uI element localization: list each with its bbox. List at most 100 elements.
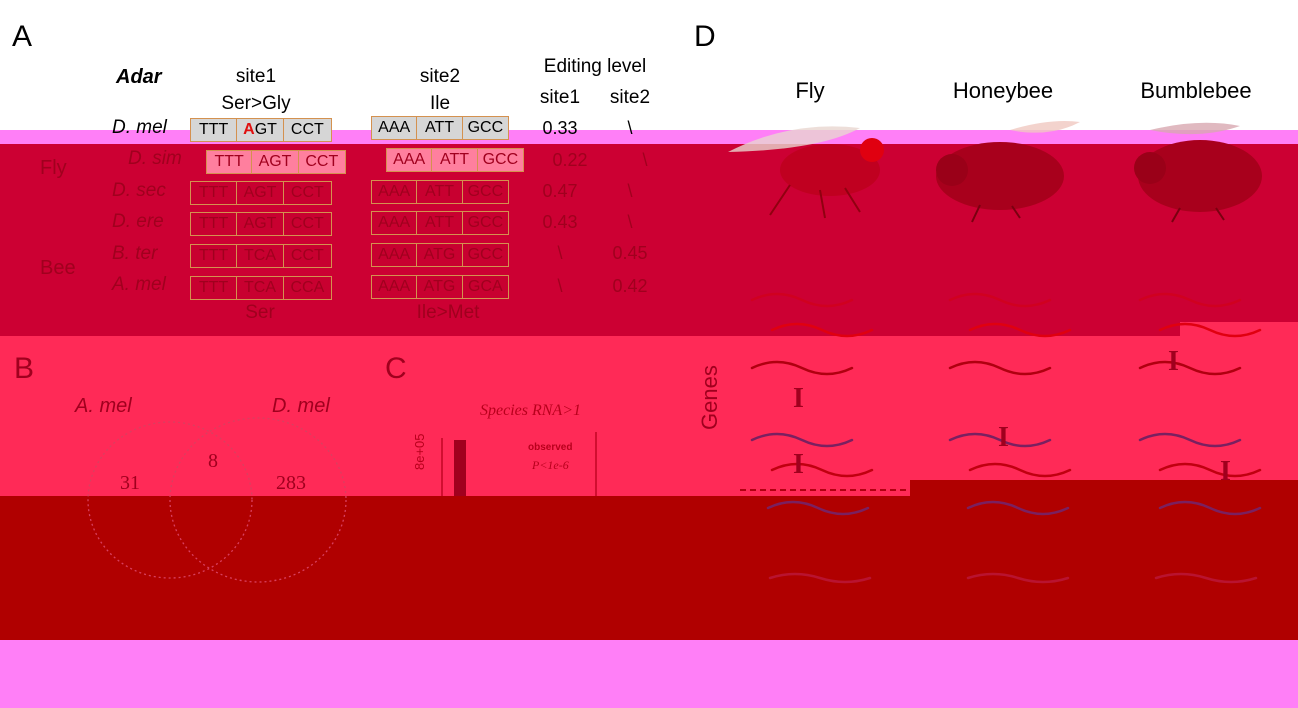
site2-footer: Ile>Met — [416, 302, 480, 323]
edit-marker-fly-1: I — [793, 383, 804, 414]
level-site1-row-3: 0.47 — [542, 181, 578, 201]
codon: GCA — [468, 278, 503, 295]
level-site1-row-1: 0.33 — [542, 118, 578, 138]
site2-codons-row-6: AAA ATG GCA — [371, 275, 509, 299]
gene-line — [1158, 462, 1262, 478]
site2-codons-row-4: AAA ATT GCC — [371, 211, 509, 235]
gene-line — [768, 572, 872, 584]
codon: AAA — [372, 117, 418, 139]
level-site2-row-5: 0.45 — [612, 243, 648, 263]
panel-label-c: C — [385, 352, 407, 385]
histogram-observed: observed — [528, 442, 573, 453]
codon: TCA — [237, 245, 284, 267]
species-row-5: B. ter — [112, 243, 158, 264]
level-col-site1: site1 — [539, 87, 581, 108]
site1-codons-row-3: TTT AGT CCT — [190, 181, 332, 205]
site2-codons-row-3: AAA ATT GCC — [371, 180, 509, 204]
level-col-site2: site2 — [609, 87, 651, 108]
gene-line — [966, 500, 1070, 516]
codon: ATT — [417, 181, 463, 203]
gene-line — [750, 292, 854, 308]
codon-rest: GT — [254, 121, 277, 138]
organism-honeybee: Honeybee — [952, 78, 1054, 103]
codon: TCA — [237, 277, 284, 299]
venn-circle-left — [87, 421, 253, 579]
codon: TTT — [207, 151, 253, 173]
level-site2-row-6: 0.42 — [612, 276, 648, 296]
codon: ATG — [417, 276, 463, 298]
codon: ATT — [432, 149, 478, 171]
edit-marker-bumblebee-1: I — [1168, 346, 1179, 377]
venn-only-left: 31 — [120, 472, 140, 494]
codon: ATT — [417, 212, 463, 234]
codon: GCC — [467, 183, 504, 200]
gene-line — [1158, 500, 1262, 516]
gene-line — [1154, 572, 1258, 584]
site1-change: Ser>Gly — [221, 93, 291, 114]
codon: GCC — [482, 151, 519, 168]
codon: GCC — [467, 246, 504, 263]
codon: GCC — [467, 214, 504, 231]
codon: AAA — [372, 212, 418, 234]
site1-footer: Ser — [245, 302, 275, 323]
histogram-title: Species RNA>1 — [480, 402, 581, 419]
gene-line — [948, 292, 1052, 308]
codon: TTT — [191, 245, 238, 267]
codon: AAA — [372, 276, 418, 298]
gene-line — [966, 572, 1070, 584]
level-site2-row-2: \ — [642, 150, 648, 170]
site2-codons-row-1: AAA ATT GCC — [371, 116, 509, 140]
venn-circle-right — [169, 417, 347, 583]
gene-line — [770, 322, 874, 338]
edit-marker-fly-2: I — [793, 449, 804, 480]
codon: TTT — [191, 182, 238, 204]
editing-level-header: Editing level — [543, 56, 647, 77]
level-site2-row-4: \ — [627, 212, 633, 232]
codon: TTT — [191, 213, 238, 235]
edit-marker-honeybee: I — [998, 422, 1009, 453]
bg-band-red-a — [0, 144, 1298, 336]
codon: AAA — [372, 181, 418, 203]
codon: AGT — [252, 151, 299, 173]
species-row-2: D. sim — [128, 148, 182, 169]
gene-line — [750, 432, 854, 448]
panel-label-b: B — [14, 352, 35, 385]
site2-codons-row-5: AAA ATG GCC — [371, 243, 509, 267]
codon: CCT — [305, 153, 339, 170]
edited-codon: A GT — [237, 119, 284, 141]
codon: CCA — [290, 279, 325, 296]
codon: TTT — [191, 119, 238, 141]
level-site2-row-3: \ — [627, 181, 633, 201]
level-site2-row-1: \ — [627, 118, 633, 138]
venn-left-label: A. mel — [75, 395, 132, 417]
gene-line — [968, 462, 1072, 478]
gene-line — [1158, 322, 1262, 338]
gene-line — [1138, 292, 1242, 308]
bg-band-pink-mid — [0, 336, 1298, 496]
site1-header: site1 — [235, 66, 277, 87]
site2-header: site2 — [419, 66, 461, 87]
venn-right-label: D. mel — [272, 395, 330, 417]
gene-line — [770, 462, 874, 478]
venn-only-right: 283 — [276, 472, 306, 494]
codon: ATT — [417, 117, 463, 139]
codon: TTT — [191, 277, 238, 299]
site1-codons-row-6: TTT TCA CCA — [190, 276, 332, 300]
codon: CCT — [290, 247, 324, 264]
site2-codons-row-2: AAA ATT GCC — [386, 148, 524, 172]
codon: AAA — [387, 149, 433, 171]
codon: CCT — [290, 215, 324, 232]
edited-base: A — [243, 121, 255, 138]
bg-band-magenta-bottom — [0, 640, 1298, 708]
edit-marker-bumblebee-2: I — [1220, 456, 1231, 487]
panel-label-d: D — [694, 20, 716, 53]
panel-label-a: A — [12, 20, 33, 53]
codon: CCT — [290, 121, 324, 138]
site1-codons-row-2: TTT AGT CCT — [206, 150, 346, 174]
group-fly: Fly — [40, 157, 67, 179]
gene-line — [750, 360, 854, 376]
codon: CCT — [290, 184, 324, 201]
